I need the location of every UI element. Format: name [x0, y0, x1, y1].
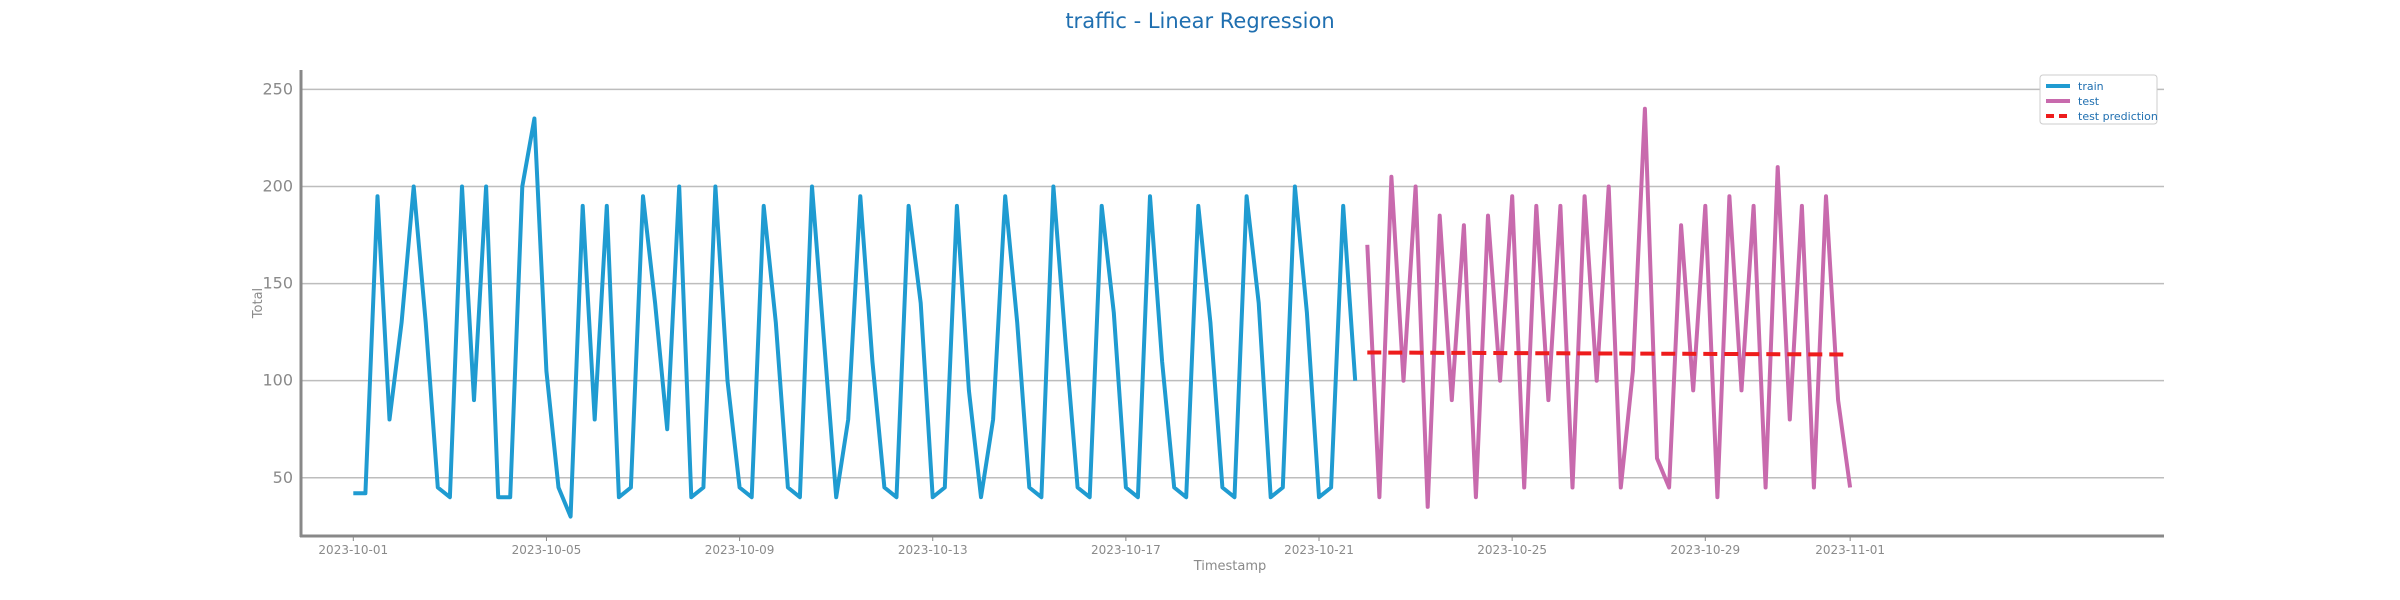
y-tick-label: 100 [262, 371, 293, 390]
legend-label: test prediction [2078, 110, 2158, 123]
y-tick-label: 150 [262, 274, 293, 293]
x-tick-label: 2023-10-09 [705, 543, 775, 557]
y-tick-label: 250 [262, 79, 293, 98]
x-tick-label: 2023-10-25 [1477, 543, 1547, 557]
chart-title: traffic - Linear Regression [1065, 9, 1334, 33]
x-tick-label: 2023-11-01 [1815, 543, 1885, 557]
x-tick-label: 2023-10-17 [1091, 543, 1161, 557]
y-axis-ticks: 50 100 150 200 250 [262, 79, 293, 486]
x-tick-label: 2023-10-05 [512, 543, 582, 557]
series-line-test-prediction [1367, 350, 1851, 357]
x-tick-label: 2023-10-01 [318, 543, 388, 557]
legend: train test test prediction [2039, 74, 2158, 125]
y-axis-label: Total [251, 288, 266, 319]
x-tick-label: 2023-10-29 [1670, 543, 1740, 557]
series-line-train [353, 116, 1358, 519]
series-line-test [1365, 106, 1853, 509]
x-axis-ticks: 2023-10-01 2023-10-05 2023-10-09 2023-10-13… [318, 536, 1885, 557]
legend-label: test [2078, 95, 2100, 108]
x-axis-label: Timestamp [1193, 559, 1267, 574]
y-tick-label: 200 [262, 177, 293, 196]
x-tick-label: 2023-10-21 [1284, 543, 1354, 557]
x-tick-label: 2023-10-13 [898, 543, 968, 557]
series-lines [353, 106, 1853, 519]
y-tick-label: 50 [273, 468, 293, 487]
legend-label: train [2078, 80, 2104, 93]
